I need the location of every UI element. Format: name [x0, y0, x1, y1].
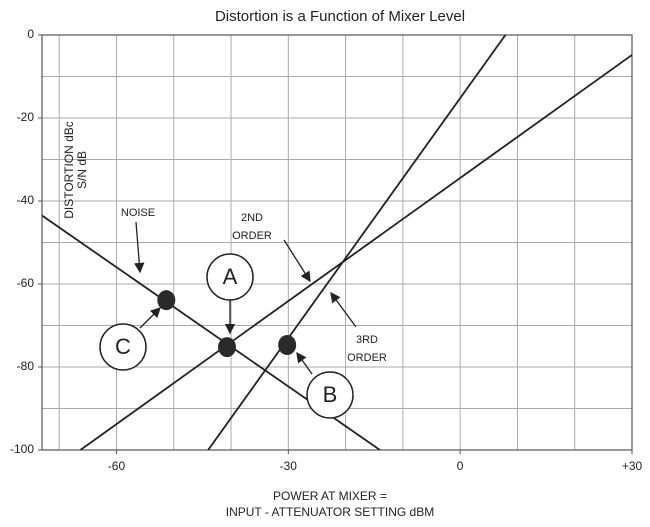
series-line — [207, 35, 507, 450]
callout-circle — [206, 253, 254, 301]
annotation: NOISE — [121, 207, 155, 219]
callout-label: B — [323, 382, 338, 407]
arrow — [139, 307, 161, 329]
y-tick-label: 0 — [27, 27, 34, 41]
plot-frame — [41, 34, 633, 451]
y-tick-label: -100 — [10, 442, 34, 456]
arrow — [330, 291, 357, 328]
arrow — [296, 351, 313, 375]
x-tick-label: +30 — [622, 459, 643, 473]
x-tick-label: 0 — [457, 459, 464, 473]
point — [157, 290, 176, 311]
annotation: 3RD — [356, 334, 378, 346]
annotation: 2ND — [241, 212, 263, 224]
y-axis-label: S/N dB — [75, 151, 89, 189]
callout-circle — [99, 323, 147, 371]
chart-title: Distortion is a Function of Mixer Level — [215, 8, 465, 25]
point — [278, 335, 297, 356]
annotation: ORDER — [347, 352, 387, 364]
arrow — [283, 239, 311, 283]
y-tick-label: -80 — [17, 359, 35, 373]
y-axis-label: DISTORTION dBc — [62, 121, 76, 219]
y-tick-label: -60 — [17, 276, 35, 290]
callout-label: A — [223, 264, 238, 289]
x-tick-label: -60 — [108, 459, 126, 473]
x-axis-label: INPUT - ATTENUATOR SETTING dBM — [226, 505, 434, 519]
callout-label: C — [115, 334, 131, 359]
arrow — [134, 221, 145, 274]
y-tick-label: -20 — [17, 110, 35, 124]
annotation: ORDER — [232, 230, 272, 242]
x-tick-label: -30 — [280, 459, 298, 473]
series-line — [79, 54, 632, 450]
y-tick-label: -40 — [17, 193, 35, 207]
x-axis-label: POWER AT MIXER = — [273, 489, 387, 503]
callout-circle — [306, 371, 354, 419]
point — [218, 337, 237, 358]
